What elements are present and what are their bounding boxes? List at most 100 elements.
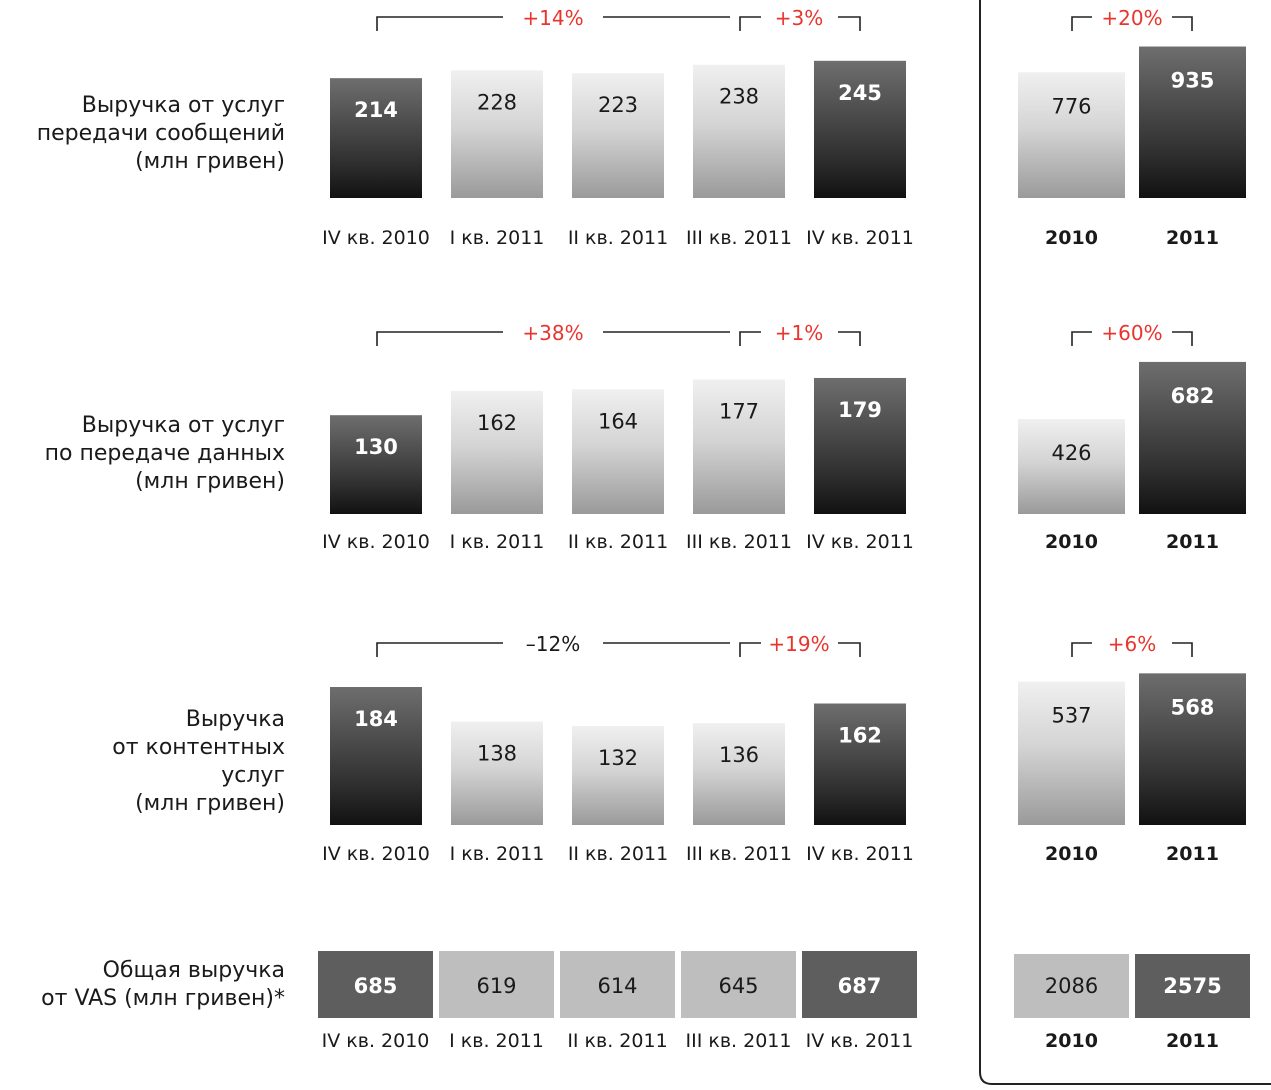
bar-value-1-q4: 179: [838, 398, 882, 422]
bar-2-q3: [693, 723, 785, 825]
total-annual-category-label-0: 2010: [1045, 1030, 1098, 1052]
total-value-q2: 614: [597, 974, 637, 998]
bar-1-q3: [693, 379, 785, 514]
category-label-1-q4: IV кв. 2011: [806, 531, 914, 553]
yoy-bracket-1: [376, 331, 730, 346]
total-annual-value-1: 2575: [1163, 974, 1221, 998]
row-label-messaging: Выручка от услуг передачи сообщений (млн…: [36, 93, 285, 174]
total-cell-q3: [681, 951, 796, 1018]
bar-value-0-q4: 245: [838, 81, 882, 105]
annual-change-label-1: +60%: [1101, 321, 1162, 345]
bar-1-q1: [451, 390, 543, 514]
qoq-change-label-0: +3%: [775, 6, 824, 30]
total-cell-q2: [560, 951, 675, 1018]
category-label-1-q1: I кв. 2011: [450, 531, 545, 553]
annual-bar-value-2-0: 537: [1051, 704, 1091, 728]
total-annual-value-0: 2086: [1045, 974, 1098, 998]
annual-category-label-0-1: 2011: [1166, 227, 1219, 249]
category-label-2-q2: II кв. 2011: [568, 843, 668, 865]
bar-value-1-q3: 177: [719, 399, 759, 423]
bar-value-2-q2: 132: [598, 746, 638, 770]
category-label-2-q4: IV кв. 2011: [806, 843, 914, 865]
category-label-2-q3: III кв. 2011: [686, 843, 792, 865]
annual-category-label-2-1: 2011: [1166, 843, 1219, 865]
row-label-total-vas: Общая выручка от VAS (млн гривен)*: [41, 958, 285, 1011]
bar-0-q0: [330, 78, 422, 198]
total-cell-q0: [318, 951, 433, 1018]
bar-2-q2: [572, 726, 664, 825]
annual-bar-2-1: [1139, 673, 1246, 825]
category-label-0-q1: I кв. 2011: [450, 227, 545, 249]
category-label-2-q1: I кв. 2011: [450, 843, 545, 865]
bar-1-q2: [572, 389, 664, 514]
qoq-bracket-1: [739, 331, 861, 346]
bar-0-q2: [572, 73, 664, 198]
annual-category-label-1-1: 2011: [1166, 531, 1219, 553]
bar-value-0-q2: 223: [598, 93, 638, 117]
category-label-1-q0: IV кв. 2010: [322, 531, 430, 553]
annual-bar-0-0: [1018, 72, 1125, 198]
annual-bar-1-0: [1018, 419, 1125, 514]
bar-1-q0: [330, 415, 422, 514]
bar-value-1-q0: 130: [354, 435, 398, 459]
total-category-label-q0: IV кв. 2010: [322, 1030, 430, 1052]
annual-bracket-0: [1071, 16, 1193, 31]
category-label-0-q2: II кв. 2011: [568, 227, 668, 249]
annual-category-label-1-0: 2010: [1045, 531, 1098, 553]
qoq-change-label-1: +1%: [775, 321, 824, 345]
yoy-change-label-2: –12%: [526, 632, 580, 656]
annual-bar-value-1-1: 682: [1171, 384, 1215, 408]
total-value-q3: 645: [718, 974, 758, 998]
yoy-bracket-2: [376, 642, 730, 657]
bar-value-0-q3: 238: [719, 85, 759, 109]
yoy-change-label-0: +14%: [522, 6, 583, 30]
bar-value-2-q1: 138: [477, 742, 517, 766]
annual-bar-value-2-1: 568: [1171, 695, 1215, 719]
category-label-0-q3: III кв. 2011: [686, 227, 792, 249]
annual-bracket-2: [1071, 642, 1193, 657]
category-label-0-q0: IV кв. 2010: [322, 227, 430, 249]
annual-bar-value-1-0: 426: [1051, 441, 1091, 465]
annual-bar-value-0-0: 776: [1051, 94, 1091, 118]
bar-value-2-q3: 136: [719, 743, 759, 767]
total-value-q0: 685: [354, 974, 398, 998]
category-label-0-q4: IV кв. 2011: [806, 227, 914, 249]
annual-section-frame: [979, 0, 1271, 1085]
row-label-content: Выручка от контентных услуг (млн гривен): [112, 707, 285, 816]
qoq-change-label-2: +19%: [768, 632, 829, 656]
qoq-bracket-2: [739, 642, 861, 657]
annual-bar-value-0-1: 935: [1171, 69, 1215, 93]
annual-bracket-1: [1071, 331, 1193, 346]
bar-value-2-q0: 184: [354, 707, 398, 731]
annual-change-label-2: +6%: [1108, 632, 1157, 656]
bar-value-0-q1: 228: [477, 90, 517, 114]
bar-0-q1: [451, 70, 543, 198]
total-category-label-q2: II кв. 2011: [567, 1030, 667, 1052]
yoy-change-label-1: +38%: [522, 321, 583, 345]
total-category-label-q3: III кв. 2011: [686, 1030, 792, 1052]
total-category-label-q1: I кв. 2011: [449, 1030, 544, 1052]
annual-bar-2-0: [1018, 681, 1125, 825]
bar-2-q4: [814, 703, 906, 825]
bar-value-1-q2: 164: [598, 409, 638, 433]
total-value-q4: 687: [838, 974, 882, 998]
bar-2-q1: [451, 721, 543, 825]
annual-category-label-0-0: 2010: [1045, 227, 1098, 249]
bar-value-0-q0: 214: [354, 98, 398, 122]
total-cell-q1: [439, 951, 554, 1018]
bar-0-q4: [814, 60, 906, 198]
bar-1-q4: [814, 377, 906, 514]
annual-bar-0-1: [1139, 46, 1246, 198]
annual-change-label-0: +20%: [1101, 6, 1162, 30]
total-cell-q4: [802, 951, 917, 1018]
row-label-data: Выручка от услуг по передаче данных (млн…: [44, 413, 285, 494]
category-label-2-q0: IV кв. 2010: [322, 843, 430, 865]
total-value-q1: 619: [476, 974, 516, 998]
bar-value-1-q1: 162: [477, 411, 517, 435]
total-category-label-q4: IV кв. 2011: [806, 1030, 914, 1052]
qoq-bracket-0: [739, 16, 861, 31]
total-annual-cell-1: [1135, 954, 1250, 1018]
bar-value-2-q4: 162: [838, 724, 882, 748]
category-label-1-q3: III кв. 2011: [686, 531, 792, 553]
